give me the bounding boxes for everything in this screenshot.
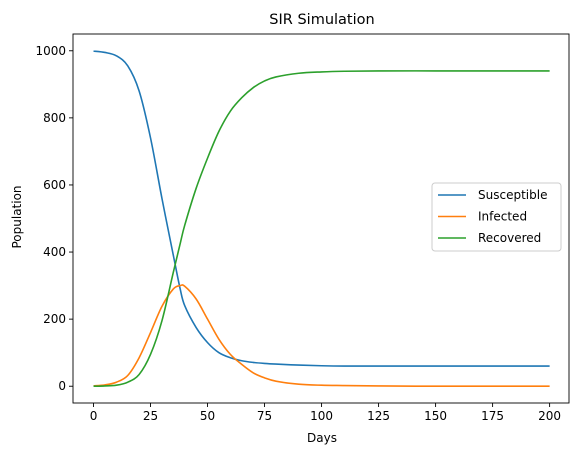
y-tick-label: 200	[43, 312, 66, 326]
axes-frame	[72, 33, 570, 404]
x-tick-label: 75	[257, 409, 272, 423]
x-tick-label: 175	[481, 409, 504, 423]
series-line-infected	[93, 284, 550, 388]
x-tick-label: 0	[90, 409, 98, 423]
x-tick-label: 125	[367, 409, 390, 423]
x-axis-label: Days	[307, 431, 337, 445]
y-axis-label: Population	[10, 185, 24, 248]
x-tick-label: 200	[538, 409, 561, 423]
series-line-susceptible	[93, 50, 550, 367]
series-line-recovered	[93, 70, 550, 388]
y-tick-label: 800	[43, 111, 66, 125]
y-tick-label: 400	[43, 245, 66, 259]
y-tick-label: 600	[43, 178, 66, 192]
y-tick-label: 0	[58, 379, 66, 393]
legend-label-susceptible: Susceptible	[478, 188, 547, 202]
plot-area: 0 25 50 75 100 125 150 175 200 0 200 400 600 800 1000	[35, 33, 570, 423]
legend: Susceptible Infected Recovered	[431, 182, 562, 252]
x-tick-label: 50	[200, 409, 215, 423]
y-tick-label: 1000	[35, 44, 66, 58]
legend-label-recovered: Recovered	[478, 231, 541, 245]
x-tick-label: 100	[310, 409, 333, 423]
x-tick-label: 25	[143, 409, 158, 423]
legend-box	[431, 182, 562, 252]
legend-label-infected: Infected	[478, 210, 527, 224]
x-tick-label: 150	[424, 409, 447, 423]
chart-title: SIR Simulation	[269, 12, 374, 28]
